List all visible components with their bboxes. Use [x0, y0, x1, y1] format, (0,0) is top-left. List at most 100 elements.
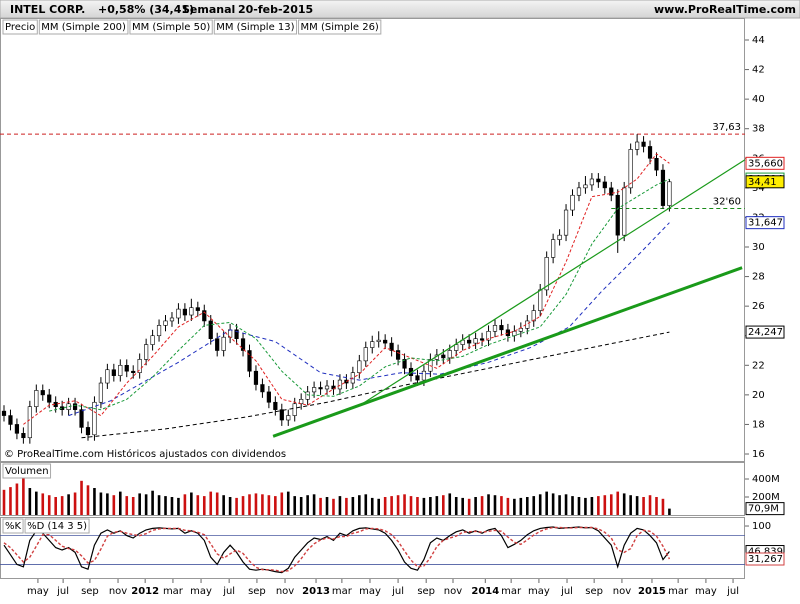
- volume-bar: [467, 498, 471, 515]
- x-tick-label: sep: [585, 586, 603, 597]
- candle-body: [156, 325, 162, 337]
- candle-body: [98, 382, 104, 403]
- volume-bar: [661, 498, 665, 515]
- volume-bar: [80, 480, 83, 515]
- oscillator-line: [3, 526, 671, 573]
- candle-body: [570, 194, 575, 211]
- volume-bar: [118, 491, 122, 515]
- y-tick-label: 20: [752, 390, 765, 401]
- legend-box: [24, 518, 90, 534]
- candle-body: [34, 390, 39, 407]
- volume-bar: [15, 483, 19, 515]
- candle-body: [305, 391, 310, 400]
- y-tick-label: 40: [752, 94, 765, 105]
- volume-bar: [106, 493, 109, 515]
- y-tick-label: 30: [752, 242, 765, 253]
- candle-body: [124, 364, 129, 372]
- volume-bar: [73, 492, 77, 515]
- candle-body: [376, 339, 381, 342]
- volume-bar: [93, 488, 96, 515]
- candle-body: [189, 307, 194, 316]
- volume-bar: [345, 497, 348, 515]
- volume-panel: [0, 462, 745, 516]
- y-tick-label: 18: [752, 419, 765, 430]
- volume-bar: [306, 495, 309, 515]
- x-tick-label: nov: [613, 586, 631, 597]
- candle-body: [473, 338, 478, 344]
- series-end-label-box: [745, 325, 785, 339]
- volume-bar: [209, 491, 213, 515]
- series-end-label: 31,647: [748, 218, 783, 229]
- volume-bar: [144, 494, 148, 515]
- series-end-label: 35,660: [748, 158, 783, 169]
- candle-body: [622, 187, 627, 236]
- legend-box: [2, 19, 38, 35]
- volume-bar: [551, 493, 555, 515]
- candle-body: [266, 391, 271, 403]
- candle-body: [234, 329, 239, 339]
- candle-body: [421, 370, 427, 381]
- y-tick-label: 38: [752, 124, 765, 135]
- volume-bar: [241, 496, 245, 515]
- candle-body: [544, 257, 549, 291]
- volume-bar: [67, 494, 70, 515]
- oscillator-end-label: 31,267: [748, 554, 783, 565]
- x-tick-label: nov: [109, 586, 127, 597]
- volume-bar: [151, 490, 154, 515]
- candle-body: [499, 325, 504, 331]
- volume-bar: [668, 508, 671, 515]
- candle-body: [415, 375, 420, 381]
- volume-end-label: 70,9M: [748, 504, 779, 515]
- x-tick-label: sep: [81, 586, 99, 597]
- volume-bar: [254, 493, 258, 515]
- legend-entry: Volumen: [5, 466, 49, 477]
- volume-bar: [409, 496, 413, 515]
- candle-body: [92, 401, 97, 436]
- volume-bar: [597, 496, 600, 515]
- candle-body: [486, 330, 491, 341]
- volume-bar: [442, 495, 445, 515]
- oscillator-end-label-box: [745, 552, 785, 566]
- volume-bar: [183, 494, 187, 515]
- y-tick-label: 44: [752, 35, 765, 46]
- x-tick-label: may: [359, 586, 381, 597]
- candle-body: [8, 415, 13, 425]
- volume-bar: [235, 497, 238, 515]
- candle-body: [667, 181, 672, 206]
- y-tick-label: 22: [752, 360, 765, 371]
- volume-bar: [635, 496, 639, 515]
- x-tick-label: sep: [248, 586, 266, 597]
- legend-entry: MM (Simple 50): [132, 22, 210, 33]
- candle-body: [641, 141, 646, 147]
- volume-bar: [54, 497, 57, 515]
- volume-bar: [312, 494, 316, 515]
- candle-body: [318, 387, 323, 390]
- volume-bar: [177, 497, 180, 515]
- candle-body: [21, 433, 26, 439]
- candle-body: [557, 234, 562, 240]
- change: +0,58% (34,41): [98, 3, 194, 16]
- volume-bar: [377, 498, 381, 515]
- y-tick-label: 100: [752, 521, 771, 532]
- candle-body: [105, 369, 110, 384]
- volume-bar: [358, 495, 361, 515]
- volume-bar: [558, 495, 561, 515]
- volume-bar: [655, 497, 658, 515]
- x-tick-label: nov: [444, 586, 462, 597]
- date: 20-feb-2015: [238, 3, 313, 16]
- volume-bar: [370, 497, 374, 515]
- candle-body: [447, 350, 452, 359]
- period: Semanal: [182, 3, 235, 16]
- candle-body: [144, 344, 149, 360]
- volume-bar: [403, 494, 406, 515]
- x-tick-label: jul: [56, 586, 69, 597]
- series-end-label-box: [745, 216, 785, 230]
- y-tick-label: 26: [752, 301, 765, 312]
- volume-bar: [435, 496, 439, 515]
- volume-bar: [609, 494, 613, 515]
- volume-bar: [2, 489, 6, 515]
- legend-entry: Precio: [5, 22, 35, 33]
- volume-bar: [293, 496, 297, 515]
- candle-body: [660, 169, 666, 206]
- candle-body: [363, 347, 368, 362]
